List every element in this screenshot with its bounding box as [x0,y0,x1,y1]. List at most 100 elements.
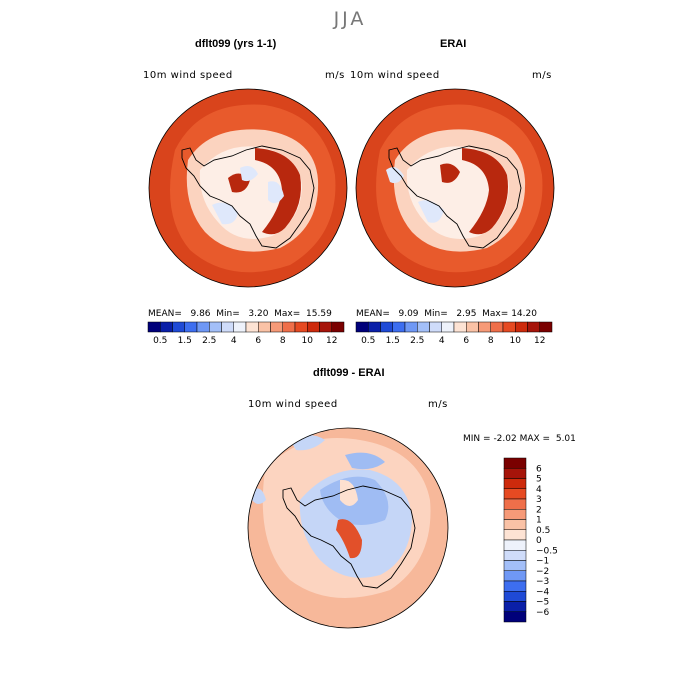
stats-obs-mean-label: MEAN= [356,309,390,319]
stats-diff-min: -2.02 [493,434,517,444]
colorbar-model-tick-label: 2.5 [202,336,216,346]
colorbar-diff-tick-label: 4 [536,485,542,495]
colorbar-model-tick-label: 4 [231,336,237,346]
colorbar-diff-swatch [503,457,527,469]
colorbar-obs-swatch [478,321,491,333]
colorbar-diff-tick-label: −2 [536,567,549,577]
colorbar-obs-swatch [368,321,381,333]
colorbar-obs-swatch [502,321,516,333]
colorbar-model-swatch [282,321,296,333]
colorbar-obs-swatch [515,321,528,333]
stats-obs-max-label: Max= [482,309,509,319]
stats-obs-mean: 9.09 [398,309,419,319]
colorbar-model: 0.5 1.5 2.5 4 6 8 10 12 [147,321,345,346]
colorbar-model-swatch [331,321,345,333]
colorbar-obs-swatch [441,321,455,333]
colorbar-obs-swatch [380,321,393,333]
colorbar-diff-swatch [503,478,527,489]
colorbar-diff-swatch [503,570,527,582]
stats-obs-min: 2.95 [456,309,477,319]
colorbar-model-swatch [221,321,234,333]
stats-obs-min-label: Min= [424,309,448,319]
map-model [148,88,348,288]
colorbar-diff-swatch [503,611,527,623]
panel-title-obs: ERAI [440,38,467,50]
colorbar-obs-tick-label: 1.5 [386,336,400,346]
map-diff [247,427,449,629]
units-label-model: m/s [325,70,345,81]
panel-title-model: dflt099 (yrs 1-1) [195,38,277,50]
colorbar-diff-tick-label: −4 [536,587,550,597]
stats-model-mean: 9.86 [190,309,211,319]
colorbar-obs-tick-label: 12 [534,336,545,346]
colorbar-diff-swatch [503,498,527,510]
colorbar-diff-swatch [503,519,527,530]
colorbar-model-tick-label: 1.5 [178,336,192,346]
colorbar-diff-tick-label: −5 [536,598,549,608]
colorbar-obs-swatch [417,321,430,333]
colorbar-obs-tick-label: 2.5 [410,336,424,346]
panel-title-diff: dflt099 - ERAI [313,367,385,379]
colorbar-model-tick-label: 6 [255,336,261,346]
stats-obs: MEAN= 9.09 Min= 2.95 Max= 14.20 [356,309,537,319]
colorbar-diff-swatch [503,580,527,592]
colorbar-diff-swatch [503,539,527,551]
colorbar-model-swatch [307,321,320,333]
stats-model-min-label: Min= [216,309,240,319]
stats-obs-max: 14.20 [511,309,537,319]
colorbar-model-tick-label: 10 [302,336,314,346]
field-label-model: 10m wind speed [143,70,233,81]
stats-model-mean-label: MEAN= [148,309,182,319]
stats-diff-max: 5.01 [555,434,576,444]
colorbar-model-swatch [258,321,271,333]
colorbar-diff-tick-label: −0.5 [536,546,558,556]
colorbar-obs-swatch [355,321,369,333]
colorbar-model-swatch [209,321,222,333]
map-obs [355,88,555,288]
colorbar-diff-tick-label: −1 [536,557,549,567]
colorbar-model-swatch [184,321,198,333]
units-label-obs: m/s [532,70,552,81]
colorbar-model-tick-label: 0.5 [153,336,167,346]
colorbar-diff-tick-label: 0.5 [536,526,550,536]
colorbar-obs-swatch [466,321,479,333]
colorbar-diff-tick-label: −6 [536,608,550,618]
colorbar-diff-tick-label: −3 [536,577,549,587]
colorbar-obs-swatch [429,321,442,333]
colorbar-diff-swatch [503,488,527,500]
colorbar-model-swatch [270,321,283,333]
colorbar-obs-swatch [404,321,418,333]
colorbar-model-tick-label: 12 [326,336,337,346]
stats-diff: MIN = -2.02 MAX = 5.01 [463,434,576,444]
units-label-diff: m/s [428,399,448,410]
colorbar-diff-tick-label: 1 [536,516,542,526]
colorbar-diff-swatch [503,591,527,602]
colorbar-obs-tick-label: 8 [488,336,494,346]
colorbar-model-swatch [147,321,161,333]
colorbar-model-swatch [196,321,210,333]
colorbar-diff-swatch [503,468,527,479]
colorbar-obs-tick-label: 0.5 [361,336,375,346]
colorbar-obs-swatch [490,321,504,333]
stats-model-min: 3.20 [248,309,269,319]
stats-model-max: 15.59 [306,309,332,319]
colorbar-model-swatch [294,321,308,333]
colorbar-obs: 0.5 1.5 2.5 4 6 8 10 12 [355,321,553,346]
colorbar-diff-swatch [503,560,527,571]
colorbar-model-swatch [160,321,173,333]
colorbar-model-swatch [233,321,247,333]
colorbar-model-tick-label: 8 [280,336,286,346]
stats-diff-min-label: MIN = [463,434,491,444]
stats-diff-max-label: MAX = [519,434,551,444]
colorbar-diff-tick-label: 2 [536,505,542,515]
colorbar-diff-tick-label: 5 [536,475,542,485]
colorbar-diff-swatch [503,509,527,520]
stats-model-max-label: Max= [274,309,301,319]
colorbar-diff-tick-label: 6 [536,464,542,474]
season-title: JJA [333,8,367,30]
stats-model: MEAN= 9.86 Min= 3.20 Max= 15.59 [148,309,332,319]
colorbar-obs-tick-label: 6 [463,336,469,346]
colorbar-diff-swatch [503,529,527,541]
